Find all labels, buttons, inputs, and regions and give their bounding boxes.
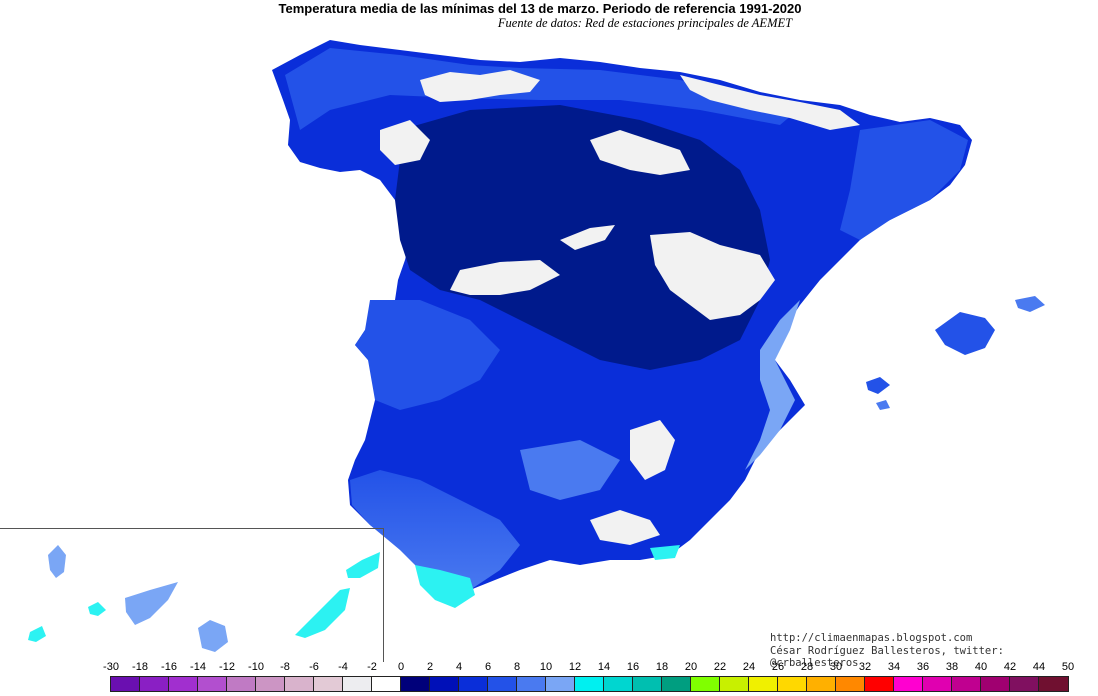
map-title: Temperatura media de las mínimas del 13 … [278, 1, 802, 16]
formentera [876, 400, 890, 410]
legend-label: 42 [1003, 661, 1017, 673]
legend-label: -4 [338, 661, 348, 673]
legend-label: 4 [455, 661, 463, 673]
legend-label: 10 [539, 661, 553, 673]
legend-swatch [198, 677, 227, 691]
legend-label: -16 [161, 661, 177, 673]
legend-swatch [952, 677, 981, 691]
legend-label: 0 [397, 661, 405, 673]
legend-swatch [575, 677, 604, 691]
ibiza [866, 377, 890, 394]
legend-swatch [169, 677, 198, 691]
legend-swatch [111, 677, 140, 691]
legend-label: -14 [190, 661, 206, 673]
legend-label: 38 [945, 661, 959, 673]
legend-color-bar [110, 676, 1069, 692]
legend-swatch [488, 677, 517, 691]
legend-label: -12 [219, 661, 235, 673]
legend-swatch [749, 677, 778, 691]
legend-label: -8 [280, 661, 290, 673]
legend-swatch [546, 677, 575, 691]
legend-label: 26 [771, 661, 785, 673]
legend-label: -2 [367, 661, 377, 673]
mountain-snow-patches [380, 70, 860, 545]
legend-swatch [430, 677, 459, 691]
guadalquivir-zone [520, 440, 620, 500]
legend-label: 30 [829, 661, 843, 673]
credits-author: César Rodríguez Ballesteros, twitter: @c… [770, 645, 1004, 669]
legend-label: 8 [513, 661, 521, 673]
credits-url: http://climaenmapas.blogspot.com [770, 632, 973, 644]
legend-swatch [372, 677, 401, 691]
legend-label: -18 [132, 661, 148, 673]
legend-label: 40 [974, 661, 988, 673]
canary-islands [28, 545, 380, 652]
almeria-warm-zone [650, 545, 680, 560]
legend-swatch [691, 677, 720, 691]
extremadura-zone [355, 300, 500, 410]
catalonia-zone [840, 120, 968, 240]
mallorca [935, 312, 995, 355]
legend-labels: -30 -18 -16 -14 -12 -10 -8 -6 -4 -2 0 2 4 6 8 10 12 14 16 1… [0, 661, 1098, 675]
legend-swatch [778, 677, 807, 691]
legend-swatch [256, 677, 285, 691]
legend-label: 2 [426, 661, 434, 673]
legend-swatch [894, 677, 923, 691]
legend-label: 12 [568, 661, 582, 673]
legend-label: 20 [684, 661, 698, 673]
legend-swatch [981, 677, 1010, 691]
cantabrian-coast [285, 48, 800, 130]
legend-label: 28 [800, 661, 814, 673]
legend-swatch [604, 677, 633, 691]
andalusia-zone [350, 470, 520, 595]
legend-label: -10 [248, 661, 264, 673]
canary-inset-frame [0, 528, 384, 662]
legend-swatch [517, 677, 546, 691]
legend-swatch [1039, 677, 1068, 691]
legend-label: 50 [1061, 661, 1075, 673]
legend-swatch [923, 677, 952, 691]
legend-swatch [865, 677, 894, 691]
levante-coast [745, 300, 800, 470]
legend-swatch [343, 677, 372, 691]
legend-label: 6 [484, 661, 492, 673]
legend-swatch [662, 677, 691, 691]
map-subtitle: Fuente de datos: Red de estaciones princ… [497, 16, 793, 30]
legend-label: 14 [597, 661, 611, 673]
legend-swatch [285, 677, 314, 691]
legend-label: 34 [887, 661, 901, 673]
legend-swatch [633, 677, 662, 691]
legend-swatch [227, 677, 256, 691]
menorca [1015, 296, 1045, 312]
legend-label: -6 [309, 661, 319, 673]
legend-swatch [140, 677, 169, 691]
legend-label: 18 [655, 661, 669, 673]
legend-swatch [314, 677, 343, 691]
legend-label: 44 [1032, 661, 1046, 673]
legend-swatch [459, 677, 488, 691]
legend-swatch [401, 677, 430, 691]
legend-label: -30 [103, 661, 119, 673]
legend-swatch [720, 677, 749, 691]
legend-swatch [807, 677, 836, 691]
legend-label: 32 [858, 661, 872, 673]
legend-label: 24 [742, 661, 756, 673]
legend-label: 36 [916, 661, 930, 673]
legend-label: 16 [626, 661, 640, 673]
legend-swatch [1010, 677, 1039, 691]
legend-swatch [836, 677, 865, 691]
legend-label: 22 [713, 661, 727, 673]
cadiz-warm-zone [415, 565, 475, 608]
